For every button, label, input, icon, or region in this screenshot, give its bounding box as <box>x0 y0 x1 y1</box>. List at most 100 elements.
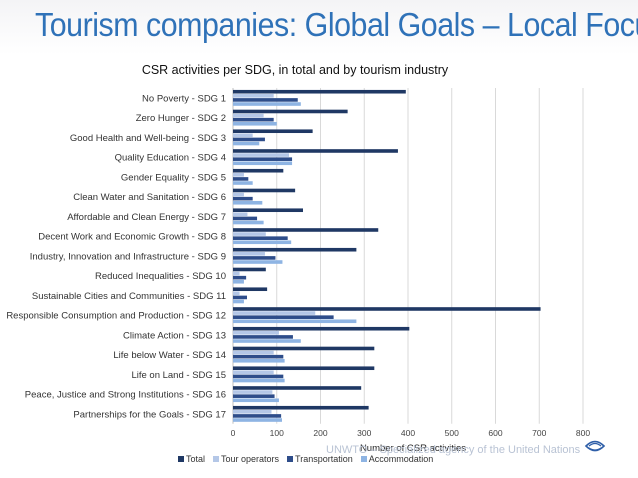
x-tick-label: 400 <box>401 428 415 438</box>
category-label: Partnerships for the Goals - SDG 17 <box>73 409 226 420</box>
bar <box>233 260 283 264</box>
category-label: Climate Action - SDG 13 <box>123 330 226 341</box>
bar <box>233 339 301 343</box>
legend: Total Tour operators Transportation Accommo… <box>178 454 433 464</box>
bar <box>233 350 274 355</box>
category-label: No Poverty - SDG 1 <box>142 93 226 104</box>
bar <box>233 236 288 240</box>
bar <box>233 331 279 335</box>
bar <box>233 109 348 114</box>
bar <box>233 405 369 410</box>
bar <box>233 141 260 146</box>
bar <box>233 216 258 221</box>
bar <box>233 98 298 102</box>
bar <box>233 228 379 232</box>
bar <box>233 410 272 414</box>
bar <box>233 102 301 106</box>
bar <box>233 188 296 193</box>
legend-item: Tour operators <box>213 454 279 464</box>
category-label: Responsible Consumption and Production -… <box>6 311 226 322</box>
bar <box>233 168 284 173</box>
bar <box>233 315 334 319</box>
legend-label: Accommodation <box>368 454 434 464</box>
x-tick-label: 0 <box>231 428 236 438</box>
legend-label: Tour operators <box>221 454 280 464</box>
bar <box>233 256 276 260</box>
bar <box>233 291 240 296</box>
bar <box>233 161 293 166</box>
bar <box>233 279 244 284</box>
unwto-logo-icon <box>584 440 606 452</box>
bar <box>233 299 244 304</box>
bar <box>233 275 247 280</box>
legend-swatch <box>287 456 294 462</box>
category-label: Decent Work and Economic Growth - SDG 8 <box>38 232 226 243</box>
bar <box>233 129 313 134</box>
bar <box>233 113 264 118</box>
legend-label: Transportation <box>295 454 353 464</box>
x-tick-label: 200 <box>313 428 327 438</box>
category-labels: No Poverty - SDG 1 Zero Hunger - SDG 2 Goo… <box>6 93 226 420</box>
legend-label: Total <box>186 454 206 464</box>
x-axis-title: Number of CSR activities <box>360 443 466 454</box>
bar <box>233 196 253 201</box>
bar <box>233 358 285 363</box>
category-label: Gender Equality - SDG 5 <box>121 172 226 183</box>
bar <box>233 374 284 379</box>
bar <box>233 370 274 375</box>
bar <box>233 240 292 245</box>
x-tick-label: 800 <box>576 428 590 438</box>
legend-swatch <box>360 456 367 462</box>
bar <box>233 173 244 177</box>
gridlines <box>232 88 584 424</box>
category-label: Quality Education - SDG 4 <box>115 153 226 164</box>
x-tick-label: 700 <box>532 428 546 438</box>
legend-swatch <box>178 456 184 462</box>
chart-title: CSR activities per SDG, in total and by … <box>141 63 449 77</box>
bar <box>233 149 398 153</box>
bar <box>233 378 285 383</box>
header-band <box>0 0 638 55</box>
bar <box>233 418 282 422</box>
legend-swatch <box>213 456 220 462</box>
bar <box>233 295 247 300</box>
bar <box>233 212 248 217</box>
bar <box>233 366 375 371</box>
bar <box>233 121 277 126</box>
watermark: UNWTO – Specialized agency of the United… <box>326 444 581 456</box>
bar <box>233 335 293 339</box>
bar <box>233 346 375 351</box>
bar <box>233 390 273 394</box>
x-tick-label: 300 <box>357 428 371 438</box>
bar <box>233 319 357 324</box>
bar <box>233 232 266 236</box>
bar <box>233 200 263 205</box>
x-tick-label: 100 <box>270 428 284 438</box>
category-label: Clean Water and Sanitation - SDG 6 <box>73 192 226 203</box>
bar <box>233 137 265 142</box>
x-tick-label: 600 <box>488 428 502 438</box>
bar <box>233 311 316 315</box>
bar <box>233 153 289 157</box>
bar <box>233 117 274 122</box>
bar <box>233 394 275 398</box>
x-tick-label: 500 <box>445 428 459 438</box>
bar <box>233 271 240 276</box>
bar <box>233 252 265 256</box>
legend-item: Transportation <box>287 454 353 464</box>
category-label: Life below Water - SDG 14 <box>113 350 226 361</box>
bar <box>233 386 362 390</box>
category-label: Zero Hunger - SDG 2 <box>136 113 226 124</box>
category-label: Peace, Justice and Strong Institutions -… <box>25 390 226 401</box>
category-label: Industry, Innovation and Infrastructure … <box>30 251 226 262</box>
bar <box>233 354 284 359</box>
bars <box>233 89 541 422</box>
bar <box>233 247 357 252</box>
bar <box>233 208 303 213</box>
tick-labels: 0 100 200 300 400 500 600 700 800 <box>231 428 591 438</box>
bar <box>233 220 264 225</box>
bar <box>233 398 279 403</box>
bar <box>233 307 541 311</box>
bar <box>233 326 410 331</box>
